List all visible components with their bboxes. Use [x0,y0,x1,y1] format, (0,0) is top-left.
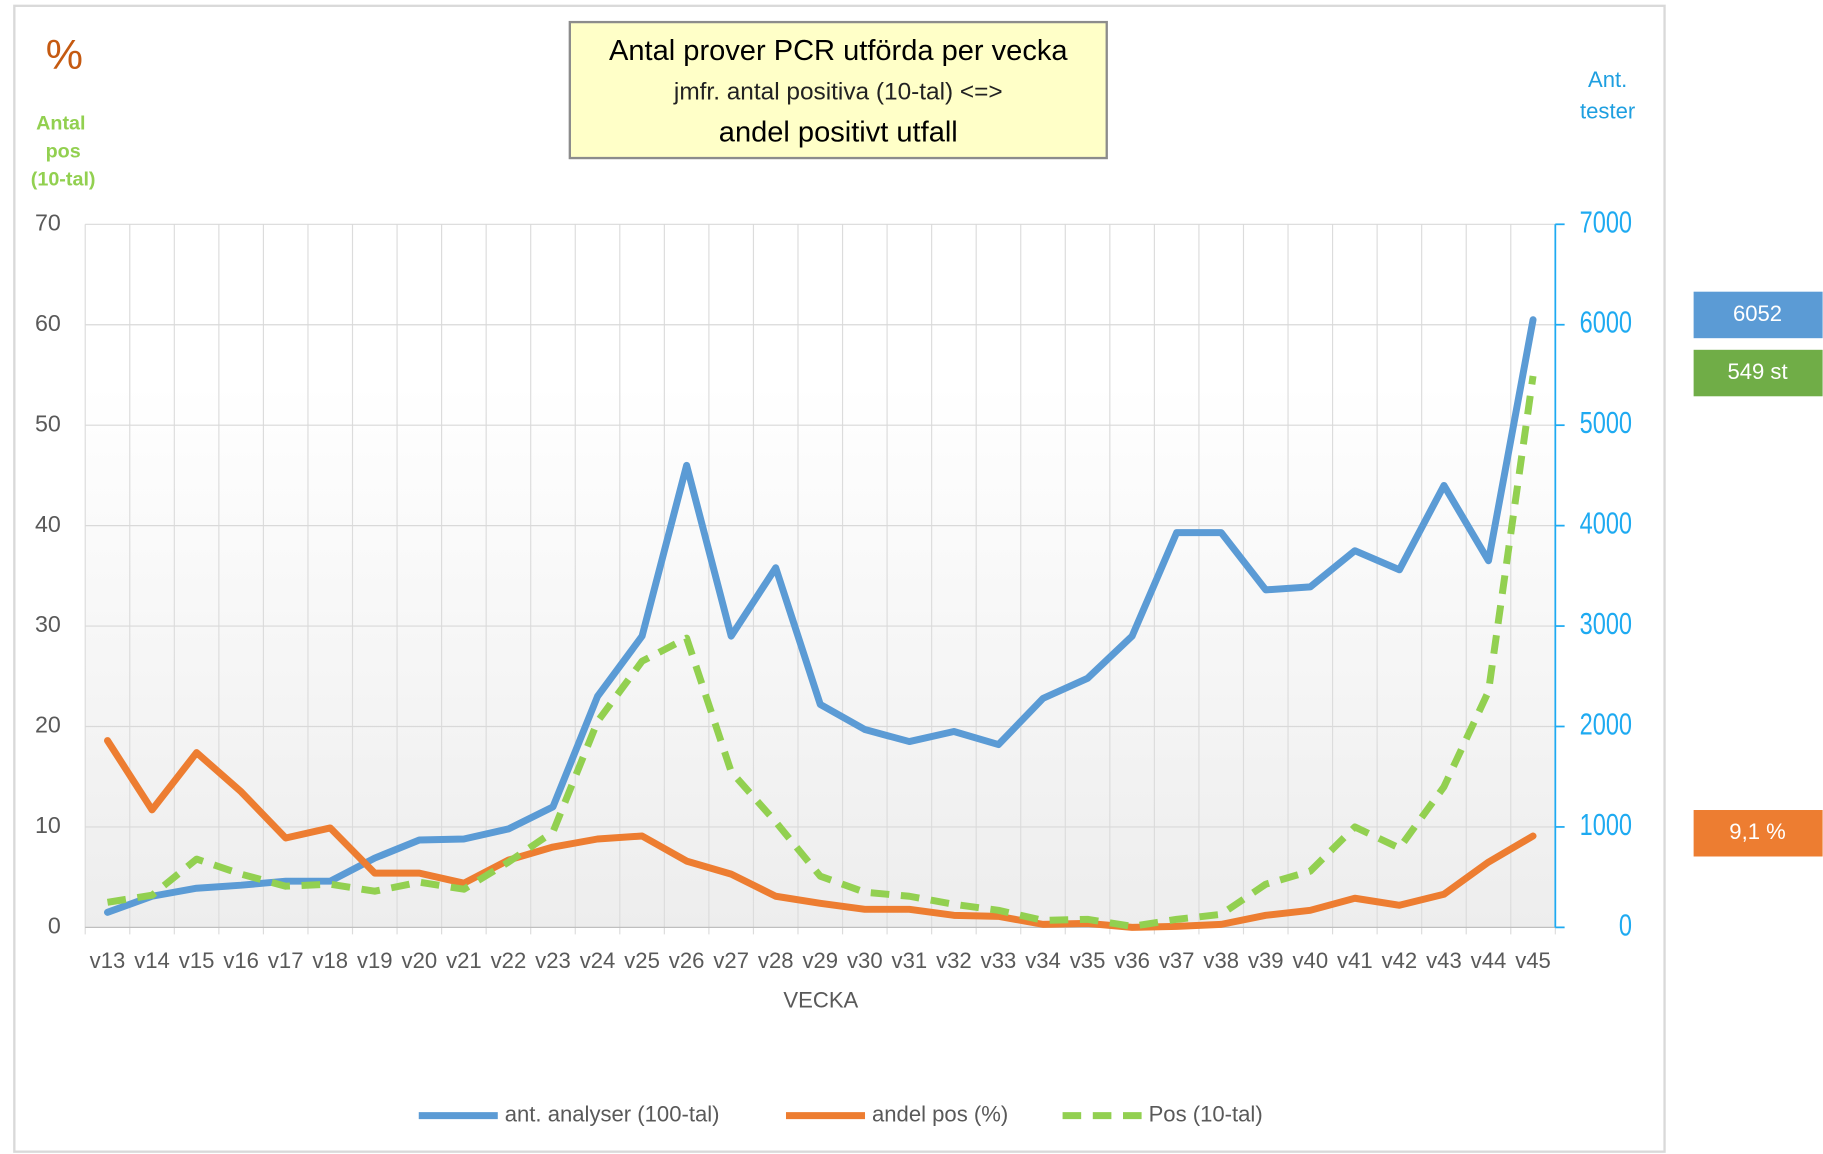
series-line [106,375,1537,930]
y-tick-label: 10 [35,812,61,838]
y-tick-label: 20 [35,712,61,738]
x-tick-label: v44 [1471,948,1507,973]
x-tick-label: v36 [1114,948,1150,973]
x-tick-label: v34 [1025,948,1061,973]
x-tick-label: v14 [134,948,170,973]
annotation-text: 6052 [1733,301,1782,326]
y-tick-label: 50 [35,410,61,436]
x-tick-label: v33 [981,948,1017,973]
x-tick-label: v23 [535,948,571,973]
x-tick-label: v40 [1293,948,1329,973]
annotation-text: 549 st [1727,359,1787,384]
y-axis-label: % [46,31,83,78]
legend-label: andel pos (%) [872,1101,1008,1126]
series-line [104,316,1537,916]
x-tick-label: v29 [802,948,838,973]
x-tick-label: v18 [312,948,348,973]
y2-axis-label: Ant. [1588,67,1627,92]
y2-axis-label: tester [1580,99,1635,124]
title-box [568,20,1108,160]
chart-subtitle: jmfr. antal positiva (10-tal) <=> [673,78,1003,105]
x-tick-label: v35 [1070,948,1106,973]
chart-subtitle: andel positivt utfall [719,116,958,148]
y-tick-label: 70 [35,209,61,235]
x-tick-label: v24 [580,948,616,973]
chart-title: Antal prover PCR utförda per vecka [609,35,1068,67]
x-tick-label: v31 [892,948,928,973]
legend-label: ant. analyser (100-tal) [505,1101,720,1126]
annotation-badge [1693,810,1823,857]
series-line [104,737,1537,931]
annotation-text: 9,1 % [1729,819,1785,844]
x-tick-label: v42 [1382,948,1418,973]
annotation-badge [1693,349,1823,397]
x-tick-label: v30 [847,948,883,973]
x-tick-label: v27 [713,948,749,973]
x-tick-label: v39 [1248,948,1284,973]
y2-tick-label: 0 [1619,907,1632,942]
y-axis-sublabel: Antal [36,113,85,135]
x-tick-label: v41 [1337,948,1373,973]
x-tick-label: v13 [90,948,126,973]
y-axis-sublabel: (10-tal) [31,168,96,190]
x-tick-label: v38 [1203,948,1239,973]
y-axis-sublabel: pos [46,140,81,162]
y-tick-label: 30 [35,611,61,637]
y2-tick-label: 3000 [1580,606,1632,641]
y2-tick-label: 5000 [1580,405,1632,440]
x-tick-label: v28 [758,948,794,973]
x-tick-label: v16 [223,948,259,973]
x-tick-label: v20 [402,948,438,973]
y-tick-label: 40 [35,511,61,537]
x-tick-label: v19 [357,948,393,973]
x-tick-label: v17 [268,948,304,973]
y-tick-label: 60 [35,310,61,336]
x-tick-label: v37 [1159,948,1195,973]
y2-tick-label: 7000 [1580,204,1632,239]
y2-tick-label: 6000 [1580,305,1632,340]
y2-tick-label: 1000 [1580,807,1632,842]
x-tick-label: v32 [936,948,972,973]
x-tick-label: v21 [446,948,482,973]
y2-tick-label: 2000 [1580,707,1632,742]
x-tick-label: v25 [624,948,660,973]
x-tick-label: v15 [179,948,215,973]
y-tick-label: 0 [48,913,61,939]
legend-label: Pos (10-tal) [1149,1101,1263,1126]
grid [84,223,1556,935]
x-tick-label: v43 [1426,948,1462,973]
x-tick-label: v45 [1515,948,1551,973]
x-tick-label: v22 [491,948,527,973]
y2-tick-label: 4000 [1580,506,1632,541]
x-axis-label: VECKA [783,988,858,1013]
plot-background [85,383,1556,928]
x-tick-label: v26 [669,948,705,973]
annotation-badge [1693,291,1823,339]
